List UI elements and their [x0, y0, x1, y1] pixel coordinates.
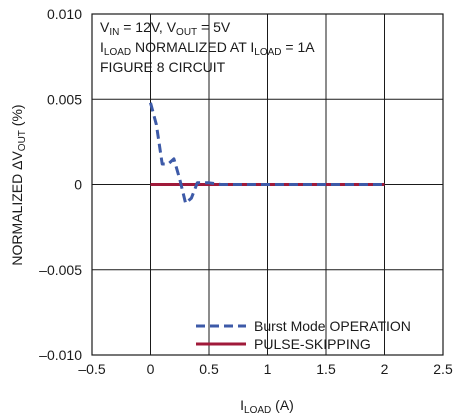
- y-tick-label: –0.005: [39, 262, 82, 278]
- y-tick-label: –0.010: [39, 347, 82, 363]
- annotation-line-2: ILOAD NORMALIZED AT ILOAD = 1A: [100, 39, 315, 58]
- y-tick-label: 0.005: [47, 91, 82, 107]
- x-tick-label: 2.5: [433, 361, 453, 377]
- x-tick-label: 1.5: [316, 361, 336, 377]
- y-tick-label: 0.010: [47, 6, 82, 22]
- y-tick-label: 0: [74, 177, 82, 193]
- series-line-burst-mode: [149, 102, 385, 205]
- annotation-line-3: FIGURE 8 CIRCUIT: [100, 59, 226, 75]
- annotation-line-1: VIN = 12V, VOUT = 5V: [100, 19, 231, 38]
- x-axis-label: ILOAD (A): [240, 397, 294, 416]
- plot-frame: [91, 13, 444, 356]
- legend-label-burst-mode: Burst Mode OPERATION: [254, 318, 411, 334]
- series-layer: [149, 102, 385, 205]
- y-axis-label: NORMALIZED ΔVOUT (%): [9, 104, 28, 265]
- x-tick-label: –0.5: [78, 361, 105, 377]
- legend-label-pulse-skipping: PULSE-SKIPPING: [254, 336, 371, 352]
- y-tick-labels: –0.010 –0.005 0 0.005 0.010: [39, 6, 82, 363]
- x-tick-label: 0: [147, 361, 155, 377]
- legend: Burst Mode OPERATION PULSE-SKIPPING: [196, 318, 411, 352]
- x-tick-label: 1: [264, 361, 272, 377]
- x-tick-label: 0.5: [199, 361, 219, 377]
- x-tick-labels: –0.5 0 0.5 1 1.5 2 2.5: [78, 361, 453, 377]
- x-tick-label: 2: [381, 361, 389, 377]
